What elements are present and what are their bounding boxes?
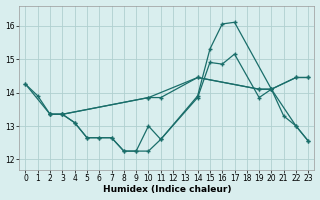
X-axis label: Humidex (Indice chaleur): Humidex (Indice chaleur) — [103, 185, 231, 194]
